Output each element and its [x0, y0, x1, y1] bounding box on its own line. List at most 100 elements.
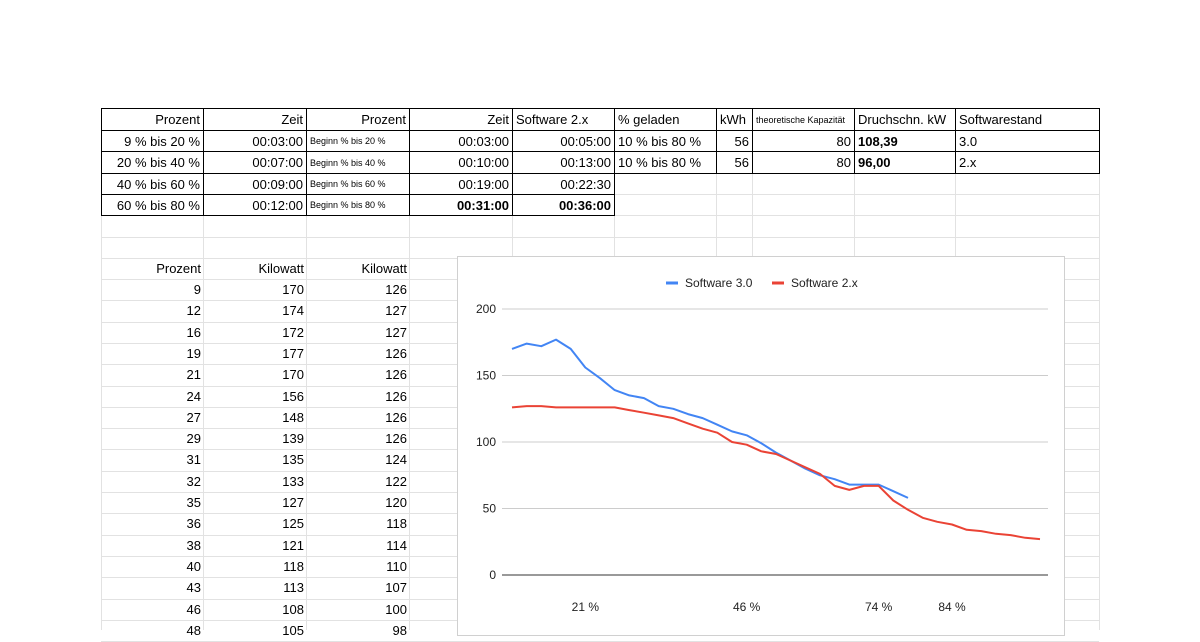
table-cell[interactable]: 100 — [385, 602, 407, 617]
table-cell[interactable]: Beginn % bis 60 % — [306, 173, 410, 195]
table-cell[interactable] — [716, 194, 753, 216]
table-cell[interactable] — [614, 173, 717, 195]
table-cell[interactable]: 105 — [282, 623, 304, 638]
table-cell[interactable]: 127 — [385, 325, 407, 340]
table-cell[interactable]: 56 — [716, 130, 753, 152]
table-cell[interactable]: 60 % bis 80 % — [101, 194, 204, 216]
table-cell[interactable]: 00:10:00 — [409, 151, 513, 174]
table-cell[interactable]: 29 — [186, 431, 201, 446]
header-cell[interactable]: Druchschn. kW — [854, 108, 956, 131]
table-cell[interactable]: 00:22:30 — [512, 173, 615, 195]
line-chart[interactable]: 0 50 100 150 200 21 % 46 % 74 % 84 % Software 3.0… — [457, 256, 1065, 636]
table-cell[interactable]: 00:07:00 — [203, 151, 307, 174]
table-cell[interactable]: 00:13:00 — [512, 151, 615, 174]
table-cell[interactable]: 00:19:00 — [409, 173, 513, 195]
table-cell[interactable]: 80 — [752, 151, 855, 174]
table-cell[interactable]: 00:05:00 — [512, 130, 615, 152]
table-cell[interactable]: 96,00 — [854, 151, 956, 174]
table-cell[interactable]: 2.x — [955, 151, 1100, 174]
table-cell[interactable]: 126 — [385, 346, 407, 361]
table-cell[interactable]: 122 — [385, 474, 407, 489]
header-cell[interactable]: Softwarestand — [955, 108, 1100, 131]
header-cell[interactable]: Kilowatt — [258, 261, 304, 276]
table-cell[interactable] — [752, 194, 855, 216]
table-cell[interactable]: 56 — [716, 151, 753, 174]
table-cell[interactable]: 124 — [385, 452, 407, 467]
table-cell[interactable]: 113 — [283, 580, 304, 595]
table-cell[interactable]: 9 % bis 20 % — [101, 130, 204, 152]
header-cell[interactable]: % geladen — [614, 108, 717, 131]
header-cell[interactable]: Zeit — [203, 108, 307, 131]
table-cell[interactable]: 00:09:00 — [203, 173, 307, 195]
table-cell[interactable]: 00:03:00 — [409, 130, 513, 152]
table-cell[interactable]: 98 — [392, 623, 407, 638]
table-cell[interactable]: 170 — [282, 282, 304, 297]
table-cell[interactable]: 148 — [282, 410, 304, 425]
header-cell[interactable]: kWh — [716, 108, 753, 131]
table-cell[interactable]: 174 — [282, 303, 304, 318]
table-cell[interactable]: 40 % bis 60 % — [101, 173, 204, 195]
table-cell[interactable]: 139 — [282, 431, 304, 446]
table-cell[interactable] — [716, 173, 753, 195]
table-cell[interactable]: 38 — [186, 538, 201, 553]
table-cell[interactable]: 48 — [186, 623, 201, 638]
table-cell[interactable]: 114 — [386, 538, 407, 553]
table-cell[interactable]: 118 — [386, 516, 407, 531]
table-cell[interactable]: 126 — [385, 431, 407, 446]
table-cell[interactable]: 135 — [282, 452, 304, 467]
table-cell[interactable]: 16 — [186, 325, 201, 340]
table-cell[interactable]: 40 — [186, 559, 201, 574]
table-cell[interactable]: 127 — [282, 495, 304, 510]
table-cell[interactable]: 118 — [283, 559, 304, 574]
header-cell[interactable]: Prozent — [101, 108, 204, 131]
table-cell[interactable]: 172 — [282, 325, 304, 340]
table-cell[interactable]: 00:03:00 — [203, 130, 307, 152]
table-cell[interactable]: 120 — [385, 495, 407, 510]
table-cell[interactable]: 121 — [282, 538, 304, 553]
table-cell[interactable]: 170 — [282, 367, 304, 382]
table-cell[interactable]: 21 — [186, 367, 201, 382]
table-cell[interactable]: 126 — [385, 389, 407, 404]
header-cell[interactable]: theoretische Kapazität — [752, 108, 855, 131]
table-cell[interactable]: 108,39 — [854, 130, 956, 152]
table-cell[interactable]: 3.0 — [955, 130, 1100, 152]
table-cell[interactable] — [752, 173, 855, 195]
header-cell[interactable]: Zeit — [409, 108, 513, 131]
table-cell[interactable]: 107 — [385, 580, 407, 595]
table-cell[interactable]: 00:36:00 — [512, 194, 615, 216]
table-cell[interactable]: 10 % bis 80 % — [614, 130, 717, 152]
table-cell[interactable] — [955, 194, 1100, 216]
table-cell[interactable] — [854, 194, 956, 216]
table-cell[interactable]: 35 — [186, 495, 201, 510]
header-cell[interactable]: Prozent — [156, 261, 201, 276]
table-cell[interactable]: 12 — [186, 303, 201, 318]
table-cell[interactable]: 80 — [752, 130, 855, 152]
table-cell[interactable]: 156 — [282, 389, 304, 404]
table-cell[interactable]: 00:31:00 — [409, 194, 513, 216]
header-cell[interactable]: Kilowatt — [361, 261, 407, 276]
table-cell[interactable] — [614, 194, 717, 216]
table-cell[interactable]: 9 — [193, 282, 201, 297]
table-cell[interactable]: 27 — [186, 410, 201, 425]
header-cell[interactable]: Prozent — [306, 108, 410, 131]
table-cell[interactable]: 125 — [282, 516, 304, 531]
table-cell[interactable]: Beginn % bis 80 % — [306, 194, 410, 216]
table-cell[interactable]: 177 — [282, 346, 304, 361]
table-cell[interactable]: 00:12:00 — [203, 194, 307, 216]
table-cell[interactable]: 110 — [386, 559, 407, 574]
table-cell[interactable]: 46 — [186, 602, 201, 617]
table-cell[interactable]: 127 — [385, 303, 407, 318]
table-cell[interactable]: 24 — [186, 389, 201, 404]
table-cell[interactable]: 31 — [186, 452, 201, 467]
table-cell[interactable]: 108 — [282, 602, 304, 617]
table-cell[interactable]: 36 — [186, 516, 201, 531]
table-cell[interactable]: 20 % bis 40 % — [101, 151, 204, 174]
header-cell[interactable]: Software 2.x — [512, 108, 615, 131]
table-cell[interactable]: 133 — [282, 474, 304, 489]
table-cell[interactable]: 43 — [186, 580, 201, 595]
table-cell[interactable]: 10 % bis 80 % — [614, 151, 717, 174]
table-cell[interactable]: 32 — [186, 474, 201, 489]
table-cell[interactable]: 126 — [385, 410, 407, 425]
table-cell[interactable]: 19 — [186, 346, 201, 361]
table-cell[interactable]: 126 — [385, 282, 407, 297]
